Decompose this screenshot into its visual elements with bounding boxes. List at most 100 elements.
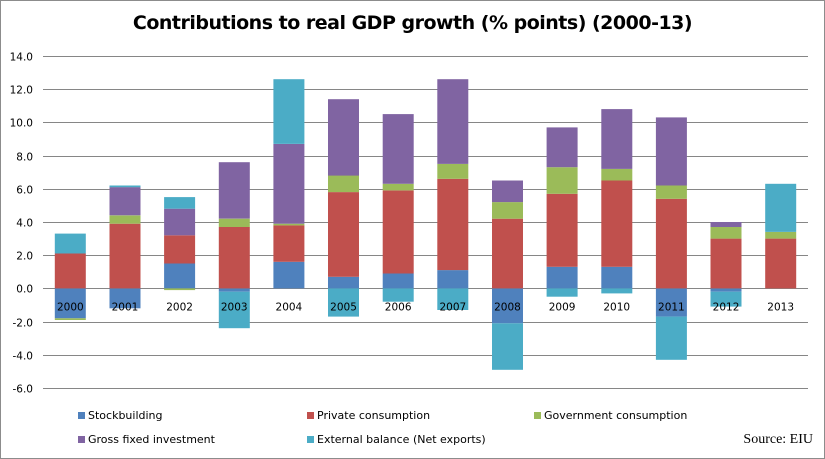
bar-segment-stockbuilding — [109, 288, 141, 309]
legend-swatch — [78, 436, 85, 443]
x-tick-label: 2001 — [112, 301, 139, 313]
bar-stack-2010 — [601, 109, 633, 294]
bar-segment-gross-fixed-investment — [601, 109, 633, 169]
y-tick-label: 12.0 — [10, 85, 33, 97]
bar-segment-external-balance-net-exports — [218, 291, 250, 329]
legend-label: Government consumption — [544, 409, 688, 422]
y-tick-label: -2.0 — [13, 318, 34, 330]
legend-label: Stockbuilding — [88, 409, 163, 422]
bar-segment-external-balance-net-exports — [601, 288, 633, 294]
bar-segment-gross-fixed-investment — [655, 117, 687, 186]
x-axis-labels: 2000 2001 2002 2003 2004 2005 2006 2007 2008 2009… — [57, 301, 794, 313]
bar-segment-gross-fixed-investment — [328, 99, 359, 176]
bar-segment-gross-fixed-investment — [710, 222, 742, 227]
bar-segment-private-consumption — [765, 238, 797, 289]
legend-item-external-balance: External balance (Net exports) — [307, 433, 486, 446]
bar-stack-2006 — [382, 114, 414, 302]
bar-segment-private-consumption — [273, 225, 305, 262]
bar-segment-private-consumption — [54, 253, 86, 289]
y-tick-label: 14.0 — [10, 52, 33, 64]
bar-stack-2013 — [765, 183, 797, 289]
bar-segment-stockbuilding — [54, 288, 86, 319]
bar-segment-external-balance-net-exports — [437, 288, 469, 310]
bar-stack-2000 — [54, 233, 86, 320]
bar-segment-external-balance-net-exports — [164, 197, 196, 209]
bar-segment-private-consumption — [328, 192, 359, 277]
bar-segment-private-consumption — [492, 218, 523, 289]
bar-segment-government-consumption — [109, 215, 141, 224]
bar-stack-2001 — [109, 185, 141, 309]
legend-label: External balance (Net exports) — [317, 433, 486, 446]
legend-item-gross-fixed-investment: Gross fixed investment — [78, 433, 215, 446]
bar-segment-stockbuilding — [437, 270, 469, 289]
bar-segment-gross-fixed-investment — [382, 114, 414, 184]
bar-segment-government-consumption — [710, 227, 742, 239]
y-tick-label: -4.0 — [13, 351, 34, 363]
chart-title: Contributions to real GDP growth (% poin… — [132, 12, 693, 34]
bar-segment-stockbuilding — [601, 266, 633, 289]
bar-stack-2002 — [164, 197, 196, 291]
bar-segment-external-balance-net-exports — [54, 233, 86, 254]
bar-segment-government-consumption — [273, 223, 305, 226]
x-tick-label: 2011 — [658, 301, 685, 313]
bar-stack-2003 — [218, 162, 250, 329]
bar-segment-government-consumption — [382, 183, 414, 191]
bar-segment-stockbuilding — [328, 276, 359, 289]
y-tick-label: 4.0 — [16, 218, 33, 230]
x-tick-label: 2013 — [767, 301, 794, 313]
bar-segment-stockbuilding — [273, 261, 305, 289]
legend-swatch — [534, 412, 541, 419]
bar-segment-government-consumption — [54, 318, 86, 320]
bar-segment-gross-fixed-investment — [164, 208, 196, 236]
bar-segment-government-consumption — [164, 288, 196, 291]
bar-segment-external-balance-net-exports — [765, 183, 797, 232]
bar-segment-external-balance-net-exports — [109, 185, 141, 188]
bar-segment-stockbuilding — [164, 263, 196, 289]
bar-segment-external-balance-net-exports — [328, 288, 359, 317]
bar-stack-2007 — [437, 79, 469, 310]
bar-segment-external-balance-net-exports — [546, 288, 578, 297]
y-tick-label: -6.0 — [13, 384, 34, 396]
y-tick-label: 2.0 — [16, 251, 33, 263]
legend-swatch — [307, 436, 314, 443]
bar-segment-gross-fixed-investment — [492, 180, 523, 203]
bar-segment-government-consumption — [655, 185, 687, 199]
legend-label: Gross fixed investment — [88, 433, 215, 446]
bar-segment-gross-fixed-investment — [109, 187, 141, 216]
x-tick-label: 2007 — [439, 301, 466, 313]
bar-segment-private-consumption — [218, 227, 250, 289]
bar-segment-external-balance-net-exports — [273, 79, 305, 144]
bar-stack-2012 — [710, 222, 742, 307]
legend-label: Private consumption — [317, 409, 431, 422]
x-tick-label: 2012 — [713, 301, 740, 313]
bar-segment-government-consumption — [765, 232, 797, 239]
gridlines — [43, 56, 808, 389]
bars — [54, 79, 797, 370]
bar-segment-private-consumption — [601, 180, 633, 267]
legend-item-government-consumption: Government consumption — [534, 409, 687, 422]
x-tick-label: 2000 — [57, 301, 84, 313]
bar-segment-government-consumption — [546, 167, 578, 194]
bar-segment-government-consumption — [218, 218, 250, 227]
bar-stack-2005 — [328, 99, 359, 317]
bar-stack-2011 — [655, 117, 687, 360]
bar-segment-government-consumption — [492, 202, 523, 219]
bar-stack-2009 — [546, 127, 578, 297]
bar-segment-stockbuilding — [710, 288, 742, 292]
x-tick-label: 2004 — [276, 301, 303, 313]
bar-segment-private-consumption — [164, 235, 196, 264]
bar-segment-gross-fixed-investment — [546, 127, 578, 168]
bar-segment-private-consumption — [437, 178, 469, 271]
bar-segment-government-consumption — [601, 168, 633, 181]
bar-segment-external-balance-net-exports — [710, 291, 742, 307]
bar-segment-government-consumption — [328, 175, 359, 193]
y-tick-label: 0.0 — [16, 284, 33, 296]
bar-stack-2004 — [273, 79, 305, 289]
bar-segment-external-balance-net-exports — [655, 316, 687, 360]
y-tick-label: 10.0 — [10, 118, 33, 130]
x-tick-label: 2006 — [385, 301, 412, 313]
bar-segment-gross-fixed-investment — [218, 162, 250, 219]
bar-segment-stockbuilding — [546, 266, 578, 289]
legend-item-stockbuilding: Stockbuilding — [78, 409, 163, 422]
